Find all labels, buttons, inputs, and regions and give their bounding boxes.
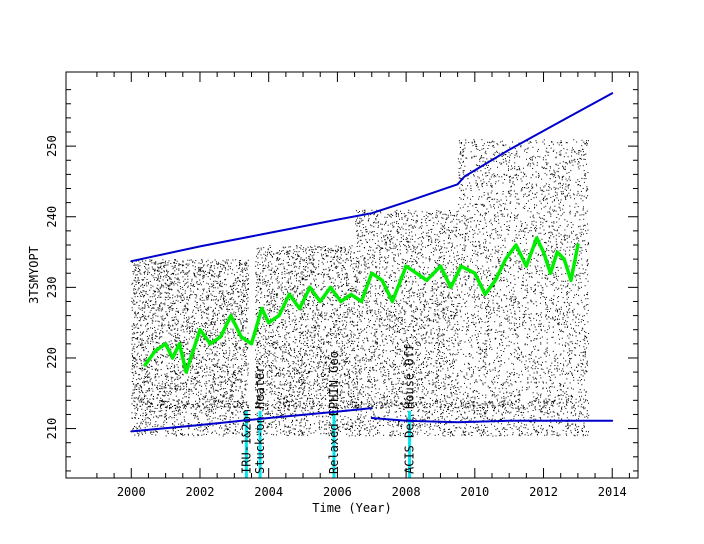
event-label-1: IRU-1&2on	[239, 409, 253, 474]
scatter-layer	[131, 139, 590, 437]
y-tick-label-230: 230	[45, 277, 59, 299]
x-tick-label-2000: 2000	[117, 485, 146, 499]
series-moving-average	[143, 236, 580, 374]
y-tick-label-250: 250	[45, 135, 59, 157]
x-tick-label-2012: 2012	[529, 485, 558, 499]
x-tick-label-2006: 2006	[323, 485, 352, 499]
y-tick-label-210: 210	[45, 418, 59, 440]
series-upper-envelope	[130, 92, 614, 263]
x-axis-title: Time (Year)	[312, 501, 391, 515]
event-markers: IRU-1&2on Stuck-on Heater Relaxed EPHIN Ge…	[239, 344, 417, 478]
series-lower-envelope-segment-2	[370, 417, 614, 424]
x-tick-label-2004: 2004	[254, 485, 283, 499]
axis-ticks: 2000 2002 2004 2006 2008 2010 2012 2014 210 220 23…	[45, 72, 638, 499]
y-tick-label-240: 240	[45, 206, 59, 228]
y-axis-title: 3TSMYOPT	[27, 246, 41, 304]
x-tick-label-2010: 2010	[460, 485, 489, 499]
event-label-4: ACIS Det House Off	[403, 344, 417, 474]
y-tick-label-220: 220	[45, 347, 59, 369]
series-lower-envelope-segment-1	[130, 407, 373, 433]
x-tick-label-2008: 2008	[392, 485, 421, 499]
x-tick-label-2002: 2002	[186, 485, 215, 499]
plot-frame	[65, 71, 639, 479]
scatter-points	[131, 139, 590, 437]
series-lines	[130, 92, 614, 433]
x-tick-label-2014: 2014	[598, 485, 627, 499]
